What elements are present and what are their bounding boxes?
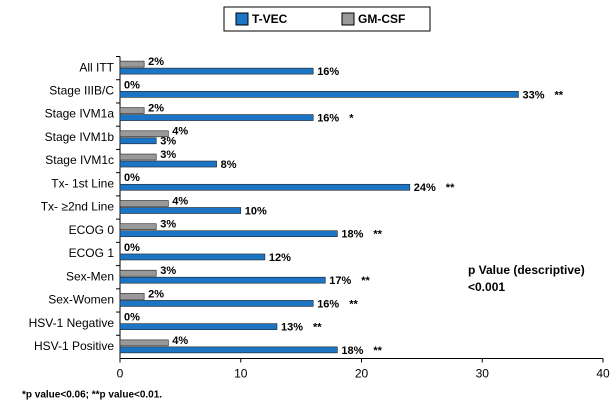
data-label: 8% bbox=[221, 159, 237, 171]
bar bbox=[119, 160, 217, 168]
bar bbox=[119, 60, 145, 68]
y-tick-label: Tx- 1st Line bbox=[51, 176, 114, 190]
significance: ** bbox=[446, 182, 455, 194]
data-label: 18% bbox=[341, 229, 363, 241]
data-label: 3% bbox=[160, 136, 176, 148]
significance: ** bbox=[373, 345, 382, 357]
bar bbox=[119, 200, 169, 207]
bar bbox=[119, 339, 169, 347]
significance: ** bbox=[313, 322, 322, 334]
data-label: 4% bbox=[172, 195, 188, 207]
x-tick-label: 0 bbox=[117, 367, 124, 381]
y-tick-label: All ITT bbox=[79, 60, 114, 74]
significance: ** bbox=[554, 89, 563, 101]
y-tick-label: ECOG 1 bbox=[69, 246, 115, 260]
data-label: 0% bbox=[124, 242, 140, 254]
annotation: p Value (descriptive) bbox=[468, 263, 585, 277]
significance: * bbox=[349, 112, 354, 124]
data-label: 24% bbox=[414, 182, 436, 194]
legend-label: T-VEC bbox=[252, 12, 288, 26]
data-label: 17% bbox=[329, 275, 351, 287]
bar bbox=[119, 293, 145, 300]
bar bbox=[119, 346, 338, 354]
y-tick-label: Stage IVM1a bbox=[45, 107, 115, 121]
y-tick-label: HSV-1 Positive bbox=[34, 339, 114, 353]
y-tick-label: Sex-Men bbox=[66, 269, 114, 283]
bar bbox=[119, 137, 157, 145]
data-label: 4% bbox=[172, 126, 188, 138]
footnote: *p value<0.06; **p value<0.01. bbox=[22, 390, 162, 401]
data-label: 0% bbox=[124, 312, 140, 324]
bar bbox=[119, 207, 242, 214]
bar bbox=[119, 114, 314, 121]
significance: ** bbox=[349, 298, 358, 310]
data-label: 16% bbox=[317, 298, 339, 310]
data-label: 2% bbox=[148, 102, 164, 114]
annotation: <0.001 bbox=[468, 280, 505, 294]
bar bbox=[119, 223, 157, 231]
data-label: 13% bbox=[281, 322, 303, 334]
y-tick-label: Sex-Women bbox=[48, 293, 114, 307]
bar bbox=[119, 67, 314, 75]
bar bbox=[119, 130, 169, 138]
bar bbox=[119, 183, 411, 191]
bar bbox=[119, 269, 157, 277]
significance: ** bbox=[361, 275, 370, 287]
x-tick-label: 20 bbox=[355, 367, 369, 381]
data-label: 16% bbox=[317, 112, 339, 124]
data-label: 2% bbox=[148, 288, 164, 300]
data-label: 0% bbox=[124, 79, 140, 91]
bar bbox=[119, 230, 338, 238]
bar bbox=[119, 300, 314, 307]
significance: ** bbox=[373, 229, 382, 241]
y-tick-label: Stage IVM1b bbox=[45, 130, 115, 144]
x-tick-label: 10 bbox=[234, 367, 248, 381]
bar bbox=[119, 323, 278, 330]
y-tick-label: Stage IIIB/C bbox=[49, 84, 114, 98]
y-tick-label: Tx- ≥2nd Line bbox=[41, 200, 115, 214]
data-label: 3% bbox=[160, 265, 176, 277]
bar bbox=[119, 253, 266, 261]
data-label: 10% bbox=[245, 205, 267, 217]
data-label: 33% bbox=[522, 89, 544, 101]
data-label: 3% bbox=[160, 149, 176, 161]
bar bbox=[119, 153, 157, 161]
legend-swatch bbox=[341, 12, 355, 26]
y-tick-label: Stage IVM1c bbox=[45, 153, 114, 167]
data-label: 18% bbox=[341, 345, 363, 357]
legend-label: GM-CSF bbox=[358, 12, 405, 26]
bar bbox=[119, 91, 519, 98]
data-label: 3% bbox=[160, 219, 176, 231]
data-label: 16% bbox=[317, 66, 339, 78]
bar bbox=[119, 276, 326, 284]
bar bbox=[119, 107, 145, 114]
data-label: 0% bbox=[124, 172, 140, 184]
data-label: 12% bbox=[269, 252, 291, 264]
y-tick-label: HSV-1 Negative bbox=[29, 316, 115, 330]
y-tick-label: ECOG 0 bbox=[69, 223, 115, 237]
x-tick-label: 30 bbox=[476, 367, 490, 381]
data-label: 4% bbox=[172, 335, 188, 347]
legend-box bbox=[223, 6, 431, 32]
data-label: 2% bbox=[148, 56, 164, 68]
x-tick-label: 40 bbox=[596, 367, 610, 381]
legend-swatch bbox=[235, 12, 249, 26]
